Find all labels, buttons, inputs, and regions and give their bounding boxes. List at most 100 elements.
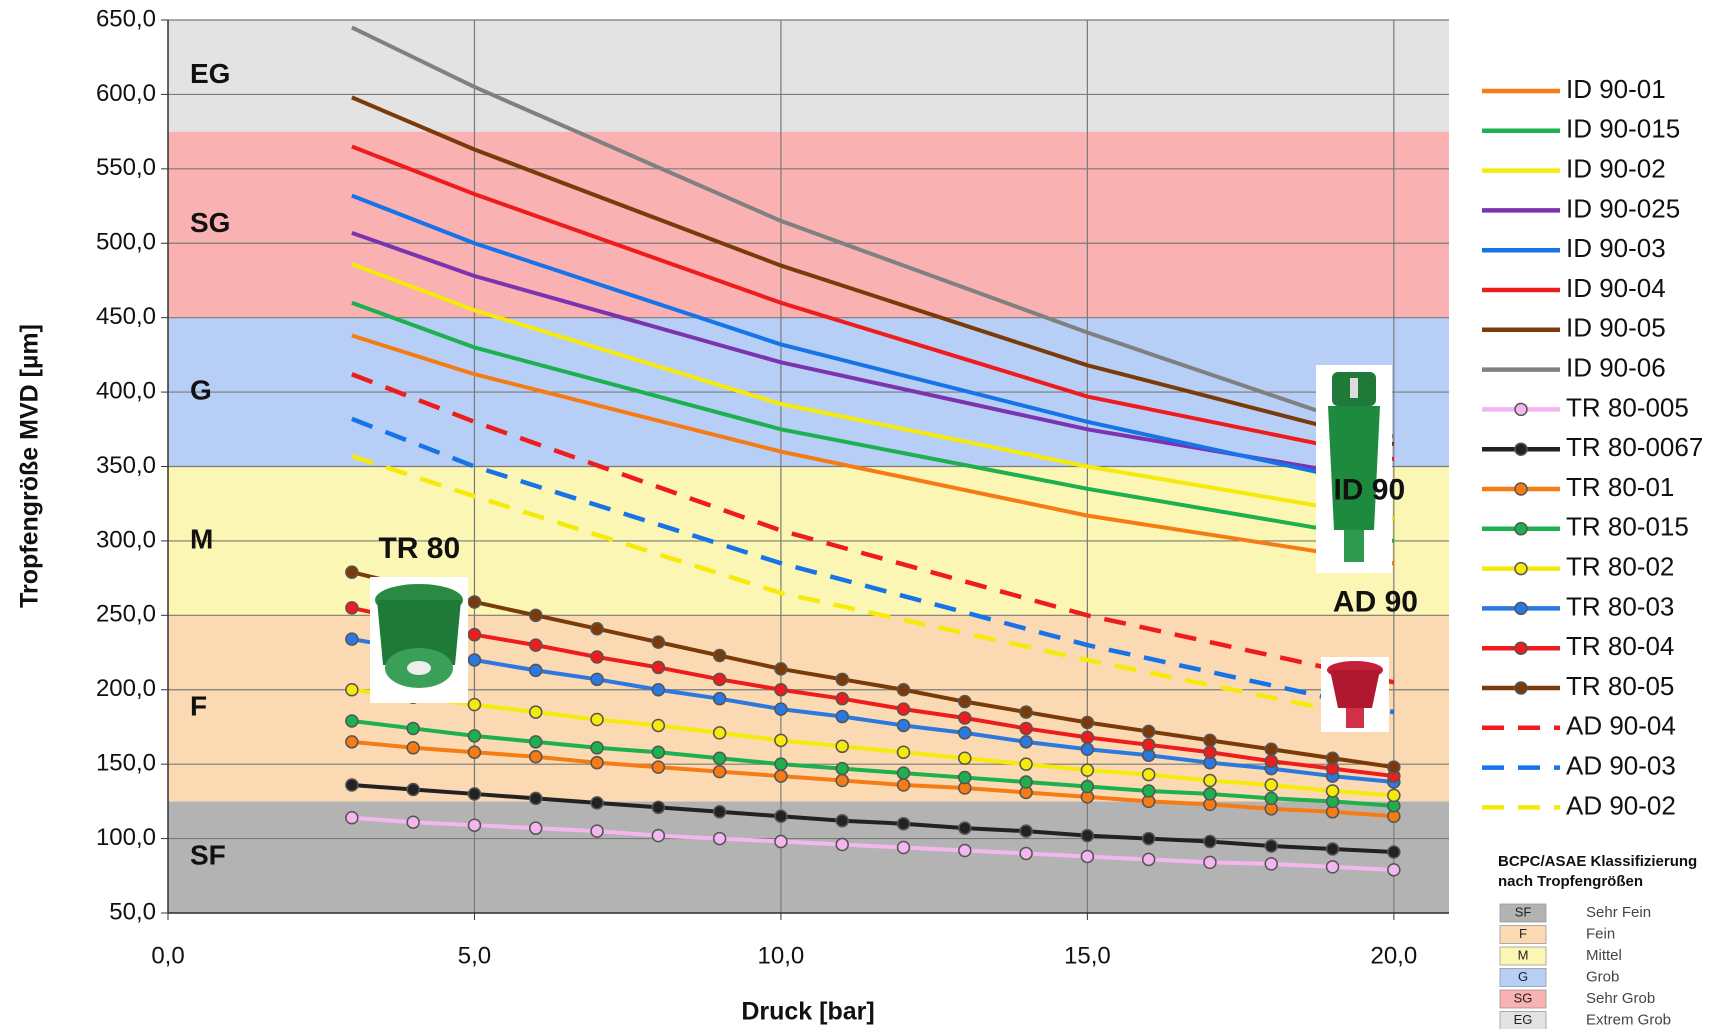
classification-code: SG — [1514, 990, 1533, 1005]
point — [836, 740, 848, 752]
y-tick-label: 450,0 — [96, 303, 156, 330]
legend-marker — [1515, 682, 1527, 694]
point — [530, 822, 542, 834]
point — [714, 673, 726, 685]
point — [775, 810, 787, 822]
tr80-image — [370, 577, 468, 703]
point — [591, 651, 603, 663]
point — [1081, 850, 1093, 862]
chart: SFFMGSGEG 50,0100,0150,0200,0250,0300,03… — [0, 0, 1734, 1029]
classification-name: Grob — [1586, 968, 1619, 985]
point — [407, 742, 419, 754]
point — [530, 751, 542, 763]
point — [898, 719, 910, 731]
point — [1388, 864, 1400, 876]
point — [959, 752, 971, 764]
classification-code: G — [1518, 969, 1528, 984]
point — [714, 727, 726, 739]
classification-name: Sehr Grob — [1586, 990, 1655, 1007]
point — [346, 684, 358, 696]
point — [1388, 789, 1400, 801]
page: {"chart_data": {"type": "line", "xlabel"… — [0, 0, 1734, 1029]
legend-label: TR 80-01 — [1566, 472, 1674, 502]
nozzle-part — [407, 661, 431, 675]
point — [959, 696, 971, 708]
point — [1265, 858, 1277, 870]
point — [346, 812, 358, 824]
point — [898, 818, 910, 830]
legend-label: ID 90-05 — [1566, 313, 1666, 343]
point — [836, 693, 848, 705]
legend-marker — [1515, 443, 1527, 455]
legend-marker — [1515, 563, 1527, 575]
point — [1143, 785, 1155, 797]
point — [898, 779, 910, 791]
point — [1327, 861, 1339, 873]
point — [591, 742, 603, 754]
legend-label: ID 90-01 — [1566, 74, 1666, 104]
legend-label: TR 80-0067 — [1566, 432, 1703, 462]
point — [1388, 846, 1400, 858]
point — [714, 766, 726, 778]
point — [775, 758, 787, 770]
y-tick-label: 650,0 — [96, 5, 156, 32]
point — [898, 767, 910, 779]
point — [652, 636, 664, 648]
point — [1204, 856, 1216, 868]
point — [1020, 825, 1032, 837]
band-label: M — [190, 523, 213, 554]
legend-marker — [1515, 642, 1527, 654]
point — [714, 752, 726, 764]
point — [591, 714, 603, 726]
x-tick-label: 5,0 — [458, 942, 491, 969]
point — [959, 772, 971, 784]
y-tick-label: 350,0 — [96, 452, 156, 479]
nozzle-part — [1350, 378, 1358, 398]
y-tick-label: 50,0 — [109, 898, 156, 925]
legend-label: TR 80-04 — [1566, 631, 1674, 661]
id90-image — [1316, 365, 1392, 573]
annotation: TR 80 — [378, 532, 460, 565]
point — [1204, 734, 1216, 746]
point — [1143, 769, 1155, 781]
classification-code: F — [1519, 926, 1527, 941]
point — [346, 736, 358, 748]
point — [530, 706, 542, 718]
band-label: SG — [190, 207, 230, 238]
point — [1081, 731, 1093, 743]
point — [898, 703, 910, 715]
point — [1265, 779, 1277, 791]
point — [1081, 716, 1093, 728]
legend-label: TR 80-05 — [1566, 671, 1674, 701]
band-label: EG — [190, 58, 230, 89]
y-tick-label: 550,0 — [96, 154, 156, 181]
classification-code: M — [1518, 947, 1529, 962]
point — [1081, 764, 1093, 776]
nozzle-part — [1330, 670, 1380, 708]
point — [714, 806, 726, 818]
point — [959, 844, 971, 856]
point — [652, 684, 664, 696]
band-label: SF — [190, 840, 226, 871]
point — [591, 757, 603, 769]
point — [346, 602, 358, 614]
band — [168, 20, 1449, 132]
legend-label: ID 90-025 — [1566, 193, 1680, 223]
point — [1020, 847, 1032, 859]
y-tick-label: 500,0 — [96, 229, 156, 256]
point — [530, 792, 542, 804]
point — [898, 842, 910, 854]
legend-marker — [1515, 602, 1527, 614]
point — [959, 727, 971, 739]
point — [652, 719, 664, 731]
point — [407, 816, 419, 828]
point — [591, 825, 603, 837]
point — [1143, 739, 1155, 751]
legend-label: TR 80-03 — [1566, 591, 1674, 621]
y-tick-label: 100,0 — [96, 824, 156, 851]
nozzle-part — [1346, 708, 1364, 728]
legend-label: ID 90-02 — [1566, 153, 1666, 183]
point — [346, 566, 358, 578]
point — [652, 661, 664, 673]
classification-title: BCPC/ASAE Klassifizierung — [1498, 853, 1697, 870]
